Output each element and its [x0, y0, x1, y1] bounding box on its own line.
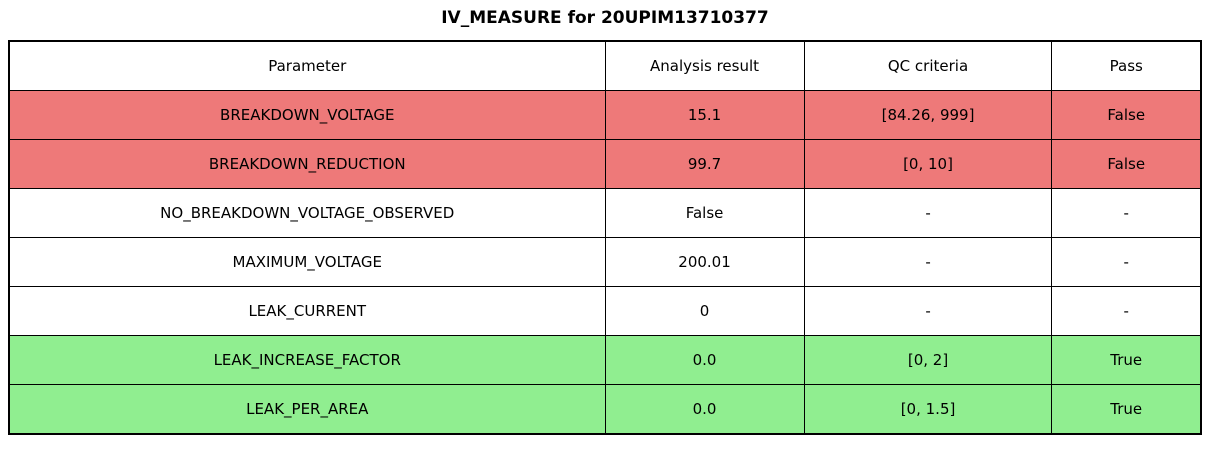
table-row: NO_BREAKDOWN_VOLTAGE_OBSERVED False - - — [8, 188, 1202, 238]
cell-qc-criteria: [0, 2] — [803, 335, 1053, 385]
cell-parameter: BREAKDOWN_REDUCTION — [8, 139, 606, 189]
cell-parameter: BREAKDOWN_VOLTAGE — [8, 90, 606, 140]
column-header-qc-criteria: QC criteria — [803, 40, 1053, 91]
column-header-pass: Pass — [1051, 40, 1202, 91]
cell-qc-criteria: [0, 1.5] — [803, 384, 1053, 435]
cell-pass: False — [1051, 90, 1202, 140]
cell-pass: False — [1051, 139, 1202, 189]
cell-parameter: MAXIMUM_VOLTAGE — [8, 237, 606, 287]
cell-analysis-result: 99.7 — [604, 139, 805, 189]
cell-pass: - — [1051, 237, 1202, 287]
cell-analysis-result: 0 — [604, 286, 805, 336]
cell-pass: - — [1051, 188, 1202, 238]
cell-qc-criteria: - — [803, 188, 1053, 238]
qc-results-table: Parameter Analysis result QC criteria Pa… — [8, 40, 1202, 435]
cell-analysis-result: False — [604, 188, 805, 238]
table-row: BREAKDOWN_VOLTAGE 15.1 [84.26, 999] Fals… — [8, 90, 1202, 140]
cell-pass: True — [1051, 384, 1202, 435]
table-row: MAXIMUM_VOLTAGE 200.01 - - — [8, 237, 1202, 287]
cell-analysis-result: 200.01 — [604, 237, 805, 287]
page-title: IV_MEASURE for 20UPIM13710377 — [441, 8, 769, 28]
cell-qc-criteria: [0, 10] — [803, 139, 1053, 189]
cell-qc-criteria: [84.26, 999] — [803, 90, 1053, 140]
cell-parameter: LEAK_PER_AREA — [8, 384, 606, 435]
table-row: LEAK_CURRENT 0 - - — [8, 286, 1202, 336]
cell-pass: True — [1051, 335, 1202, 385]
cell-analysis-result: 15.1 — [604, 90, 805, 140]
table-row: LEAK_INCREASE_FACTOR 0.0 [0, 2] True — [8, 335, 1202, 385]
table-header-row: Parameter Analysis result QC criteria Pa… — [8, 40, 1202, 91]
cell-analysis-result: 0.0 — [604, 384, 805, 435]
table-row: BREAKDOWN_REDUCTION 99.7 [0, 10] False — [8, 139, 1202, 189]
cell-qc-criteria: - — [803, 237, 1053, 287]
cell-parameter: LEAK_CURRENT — [8, 286, 606, 336]
cell-pass: - — [1051, 286, 1202, 336]
cell-analysis-result: 0.0 — [604, 335, 805, 385]
column-header-parameter: Parameter — [8, 40, 606, 91]
cell-parameter: LEAK_INCREASE_FACTOR — [8, 335, 606, 385]
cell-qc-criteria: - — [803, 286, 1053, 336]
column-header-analysis-result: Analysis result — [604, 40, 805, 91]
cell-parameter: NO_BREAKDOWN_VOLTAGE_OBSERVED — [8, 188, 606, 238]
table-row: LEAK_PER_AREA 0.0 [0, 1.5] True — [8, 384, 1202, 435]
